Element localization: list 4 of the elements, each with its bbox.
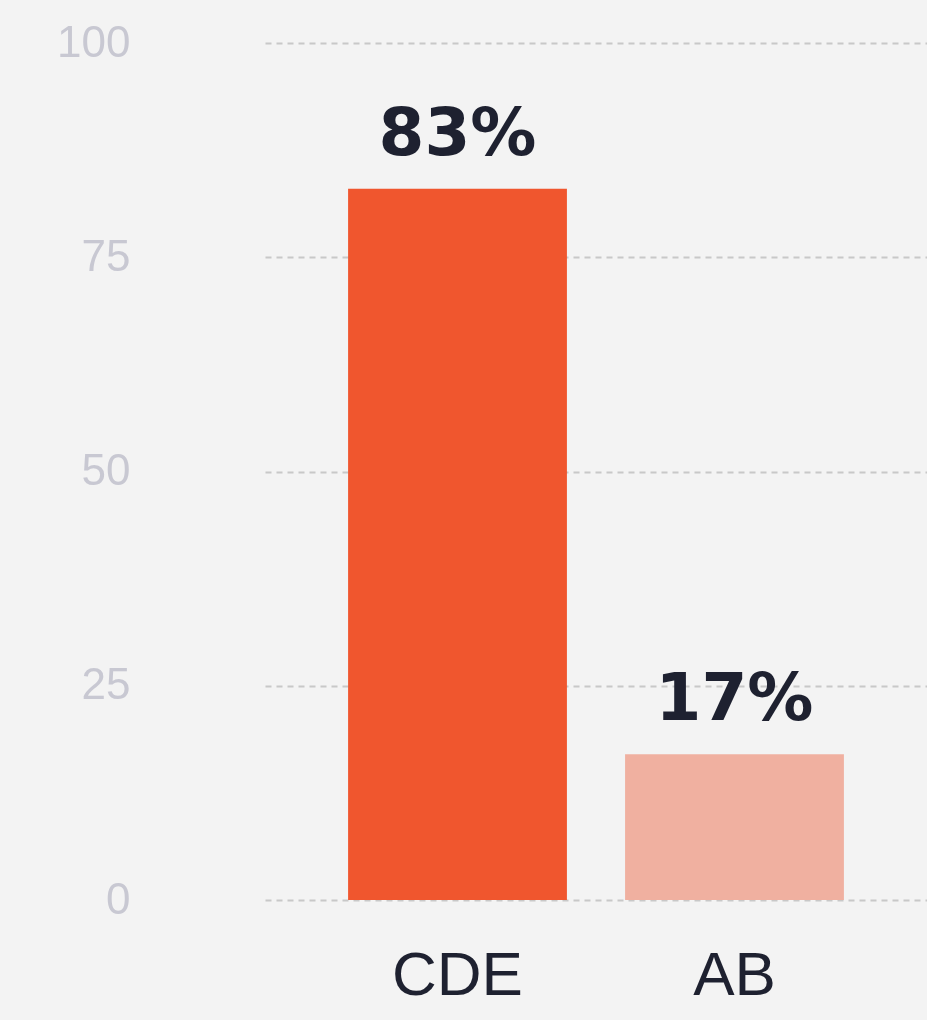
- data-label: 17%: [655, 659, 814, 737]
- data-label: 83%: [378, 93, 537, 171]
- x-tick-label: CDE: [392, 938, 523, 1008]
- x-tick-label: AB: [693, 938, 776, 1008]
